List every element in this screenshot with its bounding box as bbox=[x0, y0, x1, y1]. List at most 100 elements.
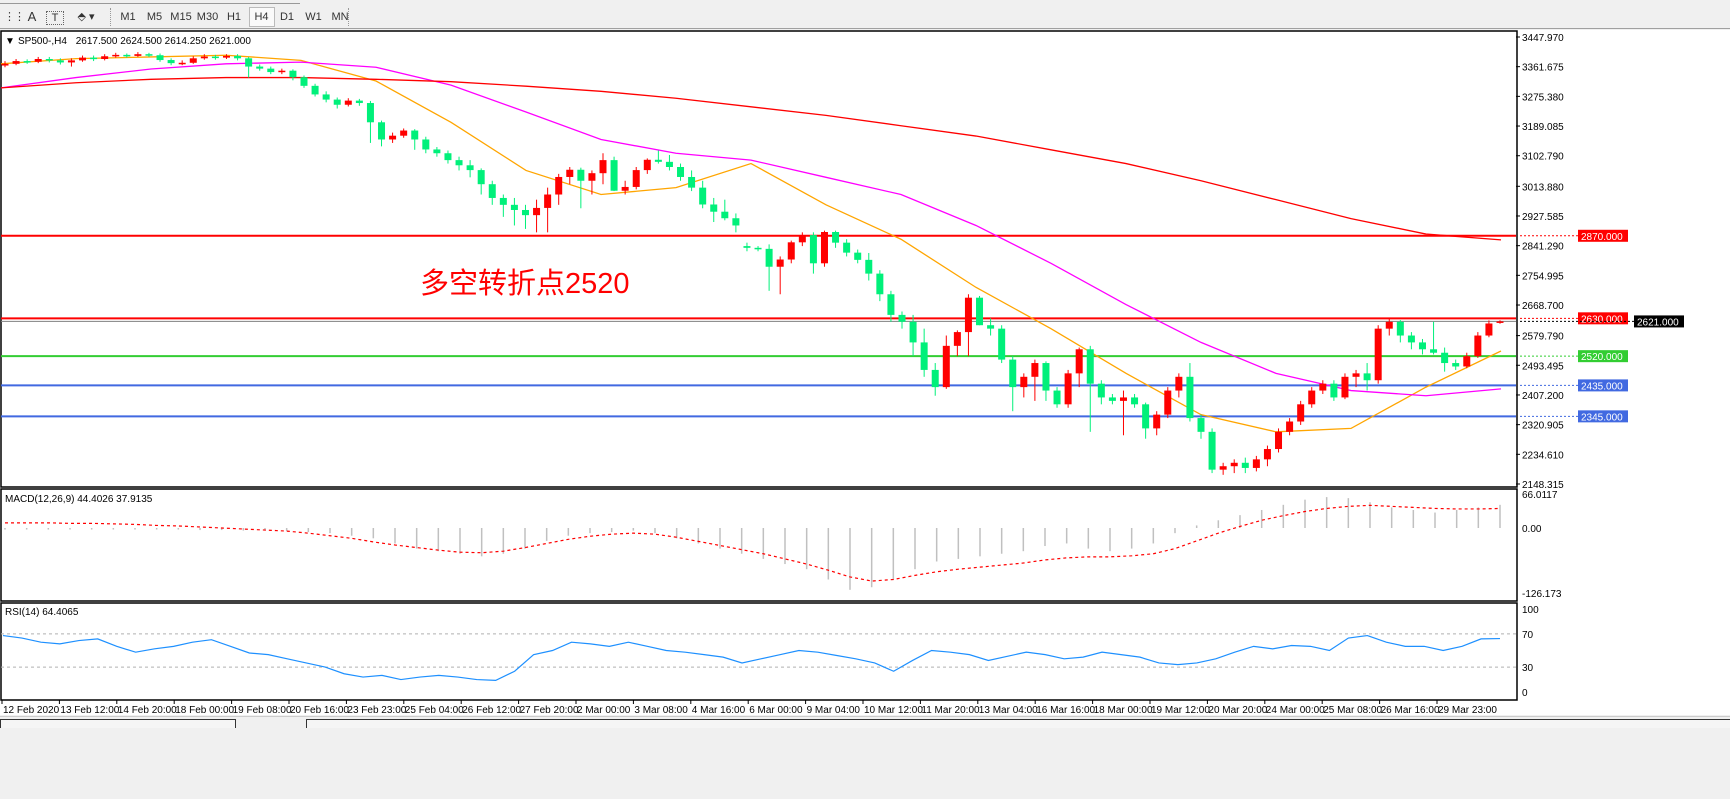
collapse-triangle-icon[interactable]: ▼ bbox=[5, 36, 15, 47]
candle bbox=[422, 136, 430, 154]
candle bbox=[1108, 393, 1116, 405]
candle-body bbox=[964, 297, 972, 333]
candle-body bbox=[1042, 363, 1050, 391]
candle bbox=[378, 120, 386, 147]
candle-body bbox=[433, 149, 441, 154]
timeframe-d1[interactable]: D1 bbox=[279, 11, 295, 23]
grid-f-icon[interactable]: ⋮⋮ bbox=[4, 11, 25, 23]
timeframe-w1[interactable]: W1 bbox=[305, 11, 322, 23]
text-label-icon[interactable]: T bbox=[46, 11, 64, 25]
time-tick-label: 27 Feb 20:00 bbox=[520, 705, 579, 715]
candle-body bbox=[1474, 335, 1482, 357]
candle bbox=[477, 168, 485, 195]
time-tick-label: 26 Feb 12:00 bbox=[462, 705, 521, 715]
candle bbox=[1319, 380, 1327, 394]
level-tag-label: 2870.000 bbox=[1581, 232, 1623, 243]
candle bbox=[987, 318, 995, 336]
price-pane-frame bbox=[0, 30, 1518, 488]
candle bbox=[721, 199, 729, 221]
candle bbox=[1119, 390, 1127, 436]
candle bbox=[1374, 325, 1382, 384]
timeframe-m30[interactable]: M30 bbox=[196, 11, 219, 23]
candle-body bbox=[1031, 363, 1039, 377]
candle bbox=[178, 60, 186, 66]
time-tick-label: 20 Mar 20:00 bbox=[1208, 705, 1267, 715]
candle bbox=[267, 66, 275, 75]
chart-window[interactable]: 3447.970 3361.675 3275.380 3189.085 3102.790… bbox=[0, 30, 1730, 715]
macd-tick-label: -126.173 bbox=[1522, 589, 1562, 600]
candle-body bbox=[876, 273, 884, 295]
ma-slow-line bbox=[0, 76, 1502, 241]
candle-body bbox=[699, 187, 707, 205]
toolbar-separator bbox=[110, 8, 113, 26]
timeframe-h4[interactable]: H4 bbox=[248, 7, 275, 27]
candle-body bbox=[566, 169, 574, 177]
text-a-icon[interactable]: A bbox=[27, 9, 37, 24]
candle-body bbox=[1374, 328, 1382, 381]
candle bbox=[278, 68, 286, 75]
candle bbox=[344, 98, 352, 107]
candle-body bbox=[909, 321, 917, 343]
candle bbox=[809, 232, 817, 274]
candle bbox=[699, 180, 707, 209]
level-tag bbox=[1578, 312, 1628, 325]
candle-body bbox=[1363, 373, 1371, 381]
candle-body bbox=[333, 99, 341, 105]
timeframe-m1[interactable]: M1 bbox=[120, 11, 136, 23]
candle-body bbox=[931, 369, 939, 388]
time-tick-label: 16 Mar 16:00 bbox=[1036, 705, 1095, 715]
candle-body bbox=[1407, 335, 1415, 343]
price-tick-label: 3275.380 bbox=[1522, 92, 1564, 103]
chart-tab-2[interactable] bbox=[306, 719, 1730, 728]
candle-body bbox=[134, 54, 142, 56]
candle-body bbox=[1230, 462, 1238, 467]
candle-body bbox=[710, 204, 718, 212]
candle-body bbox=[1341, 376, 1349, 398]
candle bbox=[1407, 332, 1415, 350]
candle-body bbox=[488, 184, 496, 198]
candle-body bbox=[743, 246, 751, 248]
shapes-icon[interactable]: ⬘ ▾ bbox=[77, 11, 95, 23]
candle-body bbox=[366, 103, 374, 123]
level-tag bbox=[1578, 350, 1628, 363]
candle bbox=[588, 170, 596, 195]
candle-body bbox=[721, 211, 729, 219]
candle-body bbox=[1275, 431, 1283, 450]
candle bbox=[211, 54, 219, 60]
candle bbox=[1230, 459, 1238, 474]
candle bbox=[920, 328, 928, 377]
candle-body bbox=[1064, 373, 1072, 405]
candle-body bbox=[1197, 418, 1205, 432]
time-tick-label: 13 Feb 12:00 bbox=[60, 705, 119, 715]
macd-pane-frame bbox=[0, 488, 1518, 602]
chart-tab-1[interactable] bbox=[0, 719, 236, 728]
candle-body bbox=[533, 207, 541, 216]
candle bbox=[544, 187, 552, 233]
candle-body bbox=[510, 204, 518, 210]
timeframe-m5[interactable]: M5 bbox=[146, 11, 163, 23]
candle bbox=[1064, 369, 1072, 408]
price-tick-label: 2148.315 bbox=[1522, 480, 1564, 491]
candle bbox=[311, 83, 319, 97]
candle-body bbox=[156, 55, 164, 61]
candle-body bbox=[1263, 449, 1271, 460]
timeframe-m15[interactable]: M15 bbox=[170, 11, 192, 23]
candle-body bbox=[798, 235, 806, 243]
candle bbox=[1352, 369, 1360, 388]
candle bbox=[366, 100, 374, 143]
macd-tick-label: 66.0117 bbox=[1522, 490, 1558, 501]
toolbar-separator bbox=[348, 8, 351, 26]
candle bbox=[56, 58, 64, 65]
rsi-line bbox=[2, 634, 1501, 681]
chart-canvas[interactable]: 3447.970 3361.675 3275.380 3189.085 3102.790… bbox=[0, 30, 1730, 715]
candle bbox=[754, 246, 762, 252]
candle bbox=[123, 53, 131, 58]
candle-body bbox=[610, 160, 618, 191]
timeframe-mn[interactable]: MN bbox=[331, 11, 349, 23]
candle-body bbox=[920, 342, 928, 370]
candle-body bbox=[1441, 352, 1449, 364]
time-tick-label: 14 Feb 20:00 bbox=[118, 705, 177, 715]
candle bbox=[256, 64, 264, 71]
timeframe-h1[interactable]: H1 bbox=[226, 11, 242, 23]
price-tick-label: 3102.790 bbox=[1522, 152, 1564, 163]
